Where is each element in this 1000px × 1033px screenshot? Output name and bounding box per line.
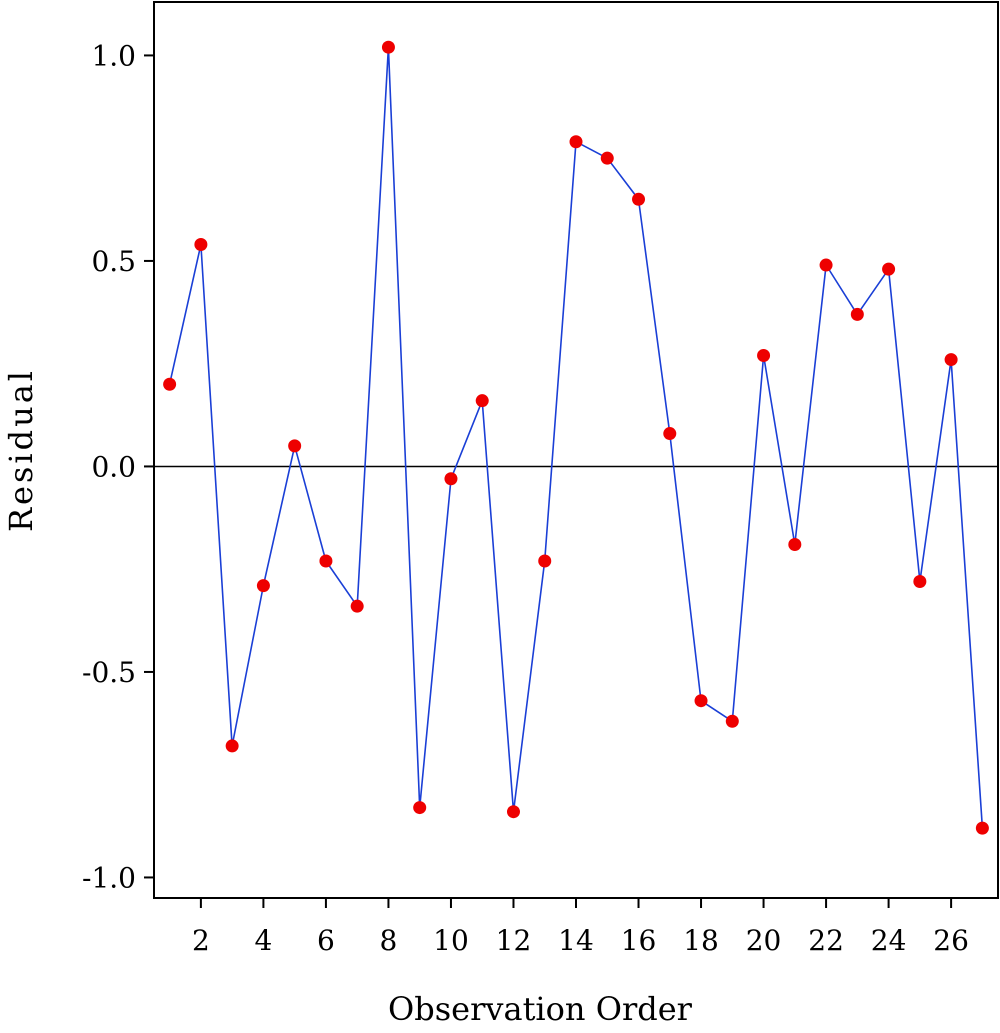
y-axis-title: Residual (2, 368, 40, 532)
data-point (319, 554, 333, 568)
data-point (194, 237, 208, 251)
x-axis-title: Observation Order (388, 990, 693, 1028)
x-tick-label: 16 (621, 924, 657, 957)
data-point (475, 394, 489, 408)
data-point (569, 135, 583, 149)
x-tick-label: 8 (380, 924, 398, 957)
data-point (850, 307, 864, 321)
data-point (663, 427, 677, 441)
data-point (632, 192, 646, 206)
x-tick-label: 22 (808, 924, 844, 957)
data-point (600, 151, 614, 165)
data-point (882, 262, 896, 276)
x-tick-label: 4 (254, 924, 272, 957)
data-point (788, 538, 802, 552)
data-point (506, 805, 520, 819)
data-point (350, 599, 364, 613)
y-tick-label: 0.5 (91, 245, 136, 278)
x-tick-label: 12 (496, 924, 532, 957)
y-tick-label: 1.0 (91, 39, 136, 72)
x-tick-label: 2 (192, 924, 210, 957)
data-point (288, 439, 302, 453)
data-point (413, 801, 427, 815)
data-point (225, 739, 239, 753)
data-point (694, 694, 708, 708)
data-point (913, 575, 927, 589)
data-point (381, 40, 395, 54)
data-point (757, 348, 771, 362)
y-tick-label: 0.0 (91, 450, 136, 483)
data-point (725, 714, 739, 728)
data-point (819, 258, 833, 272)
x-tick-label: 18 (683, 924, 719, 957)
x-tick-label: 6 (317, 924, 335, 957)
x-tick-label: 14 (558, 924, 594, 957)
data-point (975, 821, 989, 835)
data-point (538, 554, 552, 568)
data-point (444, 472, 458, 486)
x-tick-label: 20 (746, 924, 782, 957)
y-tick-label: -0.5 (82, 656, 136, 689)
y-tick-label: -1.0 (82, 861, 136, 894)
data-point (163, 377, 177, 391)
series-line (168, 46, 984, 829)
data-point (256, 579, 270, 593)
data-point (944, 353, 958, 367)
ticks-group: -1.0-0.50.00.51.02 4 6 8 10 12 14 16 18 20 22 24 26 (82, 39, 969, 957)
series-group (163, 40, 989, 835)
x-tick-label: 24 (871, 924, 907, 957)
x-tick-label: 10 (433, 924, 469, 957)
x-tick-label: 26 (933, 924, 969, 957)
